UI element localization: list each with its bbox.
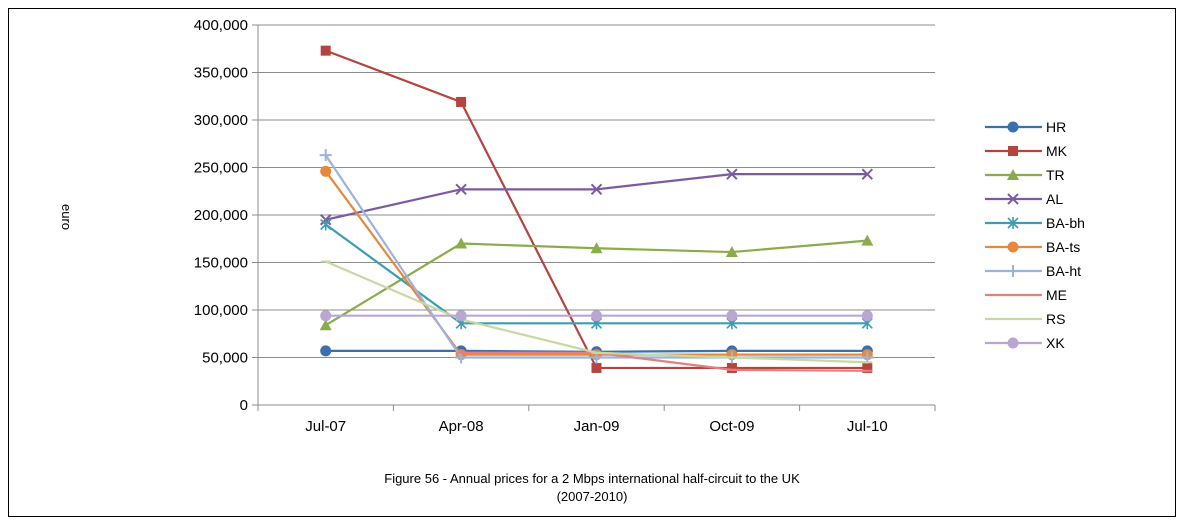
data-point	[320, 165, 332, 177]
x-tick-label: Jul-10	[847, 418, 888, 435]
legend-entry-tr: TR	[985, 167, 1065, 183]
legend-label: TR	[1046, 167, 1065, 183]
legend-entry-ba-ts: BA-ts	[985, 239, 1080, 255]
legend-label: RS	[1046, 311, 1065, 327]
data-point	[591, 310, 602, 322]
data-point	[726, 362, 737, 373]
legend-label: BA-bh	[1046, 215, 1085, 231]
legend-entry-ba-bh: BA-bh	[985, 215, 1085, 231]
series-xk	[320, 310, 873, 322]
x-tick-label: Apr-08	[439, 418, 484, 435]
data-point	[591, 362, 602, 373]
series-line	[325, 173, 868, 221]
legend-label: HR	[1046, 119, 1066, 135]
data-point	[861, 168, 874, 180]
data-point	[590, 242, 603, 254]
data-point	[319, 319, 332, 331]
data-point	[320, 45, 331, 56]
series-ba-ht	[319, 149, 874, 364]
data-point	[1007, 241, 1019, 253]
data-point	[1008, 146, 1018, 156]
data-point	[726, 168, 738, 180]
data-point	[320, 218, 332, 231]
figure-caption-line-2: (2007-2010)	[556, 489, 628, 504]
data-point	[725, 246, 738, 258]
legend-label: XK	[1046, 335, 1065, 351]
series-mk	[320, 45, 873, 373]
series-group	[319, 45, 874, 373]
legend: HR MK TR AL BA-bh BA-ts BA-ht ME RS XK	[985, 119, 1085, 351]
gridlines	[258, 24, 935, 358]
axes	[252, 24, 936, 411]
series-line	[461, 351, 868, 372]
y-tick-label: 350,000	[194, 65, 248, 82]
legend-label: MK	[1046, 143, 1068, 159]
data-point	[455, 183, 467, 196]
legend-entry-rs: RS	[985, 311, 1065, 327]
y-axis-label: euro	[59, 204, 74, 230]
data-point	[456, 96, 467, 107]
legend-entry-hr: HR	[985, 119, 1066, 135]
legend-label: BA-ts	[1046, 239, 1080, 255]
figure-caption-line-1: Figure 56 - Annual prices for a 2 Mbps i…	[384, 471, 800, 486]
data-point	[320, 345, 332, 357]
y-tick-label: 50,000	[202, 350, 248, 367]
data-point	[455, 310, 467, 322]
data-point	[861, 310, 873, 322]
y-tick-labels: 0 50,000 100,000 150,000 200,000 250,000 300,0…	[194, 17, 248, 414]
y-tick-label: 100,000	[194, 302, 248, 319]
legend-label: ME	[1046, 287, 1067, 303]
legend-label: AL	[1046, 191, 1063, 207]
data-point	[726, 310, 738, 322]
x-tick-label: Jul-07	[305, 418, 346, 435]
y-tick-label: 400,000	[194, 17, 248, 34]
data-point	[1007, 337, 1019, 349]
data-point	[455, 237, 468, 249]
x-tick-label: Jan-09	[574, 418, 620, 435]
legend-label: BA-ht	[1046, 263, 1081, 279]
series-tr	[319, 234, 874, 331]
y-tick-label: 150,000	[194, 255, 248, 272]
x-tick-labels: Jul-07 Apr-08 Jan-09 Oct-09 Jul-10	[305, 418, 887, 435]
y-tick-label: 0	[240, 397, 248, 414]
y-tick-label: 250,000	[194, 160, 248, 177]
y-tick-label: 300,000	[194, 112, 248, 129]
data-point	[861, 234, 874, 246]
figure-frame	[8, 8, 1176, 517]
data-point	[1007, 217, 1019, 229]
data-point	[1007, 193, 1019, 205]
data-point	[1007, 121, 1019, 133]
data-point	[862, 362, 873, 373]
series-line	[325, 223, 868, 325]
legend-entry-xk: XK	[985, 335, 1065, 351]
series-al	[319, 168, 874, 226]
x-tick-label: Oct-09	[709, 418, 754, 435]
data-point	[1007, 265, 1019, 277]
legend-entry-me: ME	[985, 287, 1067, 303]
data-point	[1007, 169, 1019, 180]
data-point	[320, 310, 332, 322]
legend-entry-mk: MK	[985, 143, 1068, 159]
legend-entry-al: AL	[985, 191, 1063, 207]
y-tick-label: 200,000	[194, 207, 248, 224]
data-point	[319, 149, 332, 162]
legend-entry-ba-ht: BA-ht	[985, 263, 1081, 279]
data-point	[590, 183, 603, 196]
